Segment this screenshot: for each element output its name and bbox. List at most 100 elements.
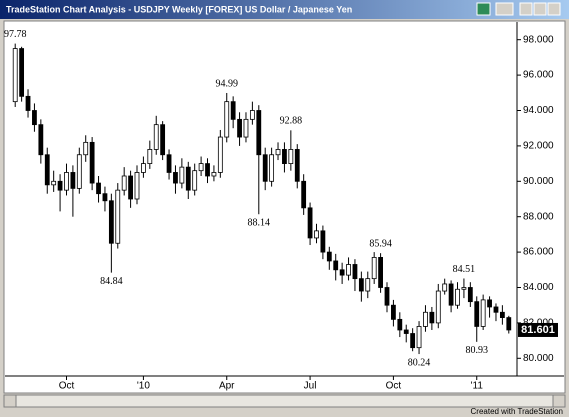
candle-body — [224, 101, 230, 138]
candle-body — [25, 95, 31, 111]
candle-body — [115, 189, 121, 244]
candle-body — [12, 48, 18, 103]
candle-body — [108, 200, 114, 244]
candle-body — [76, 154, 82, 189]
candle-body — [153, 124, 159, 150]
candle-body — [121, 175, 127, 191]
candle-body — [288, 149, 294, 165]
candle-body — [429, 311, 435, 324]
status-button[interactable] — [476, 2, 491, 16]
x-tick-label: Jul — [304, 381, 317, 392]
annotation: 94.99 — [215, 78, 238, 89]
y-tick-label: 86.000 — [523, 247, 554, 258]
candle-body — [301, 180, 307, 209]
candle-body — [448, 283, 454, 306]
candle-body — [352, 264, 358, 280]
candle-body — [160, 124, 166, 156]
y-tick-label: 98.000 — [523, 34, 554, 45]
candle-body — [96, 182, 101, 195]
candle-body — [371, 257, 377, 280]
candle-body — [499, 311, 505, 318]
annotation: 84.84 — [100, 276, 123, 287]
candle-body — [346, 264, 351, 276]
candle-body — [506, 317, 512, 331]
candle-body — [249, 110, 255, 120]
candle-body — [474, 301, 480, 327]
candle-body — [326, 251, 332, 262]
annotation: 80.24 — [408, 357, 431, 368]
candle-body — [397, 318, 403, 331]
candle-body — [128, 175, 133, 200]
annotation: 97.78 — [4, 29, 27, 40]
scroll-right[interactable] — [552, 394, 566, 408]
candle-body — [461, 287, 467, 290]
candle-body — [339, 269, 345, 276]
candle-body — [173, 172, 178, 184]
candle-body — [211, 172, 217, 177]
candle-body — [275, 149, 281, 156]
candle-body — [19, 48, 25, 97]
candle-body — [102, 193, 108, 202]
scrollbar[interactable] — [3, 394, 566, 408]
candle-body — [237, 118, 242, 138]
candle-body — [269, 154, 275, 182]
scroll-left[interactable] — [3, 394, 17, 408]
candle-body — [333, 260, 339, 271]
y-tick-label: 96.000 — [523, 70, 554, 81]
candle-body — [51, 180, 57, 186]
candle-body — [38, 124, 44, 156]
y-tick-label: 92.000 — [523, 141, 554, 152]
candle-body — [179, 166, 185, 184]
candle-body — [32, 110, 37, 126]
candle-body — [262, 154, 268, 182]
candle-body — [256, 110, 262, 156]
candle-body — [435, 290, 441, 324]
annotation: 84.51 — [453, 264, 476, 275]
x-tick-label: Oct — [386, 381, 402, 392]
candle-body — [141, 163, 146, 173]
candle-body — [384, 287, 390, 306]
candle-body — [243, 118, 249, 138]
candle-body — [294, 149, 300, 182]
candle-body — [230, 101, 236, 120]
annotation: 88.14 — [248, 218, 271, 229]
candle-body — [455, 288, 460, 306]
chart-area — [3, 20, 566, 394]
candle-body — [410, 333, 416, 349]
candle-body — [403, 329, 409, 334]
last-price: 81.601 — [521, 324, 555, 336]
candle-body — [358, 278, 364, 292]
candle-body — [442, 283, 448, 292]
candle-body — [320, 230, 326, 253]
candle-body — [192, 170, 198, 191]
candle-body — [217, 136, 223, 173]
candle-body — [391, 304, 396, 320]
candle-body — [198, 163, 204, 172]
candle-body — [487, 299, 492, 308]
candle-body — [467, 287, 473, 303]
y-tick-label: 90.000 — [523, 176, 554, 187]
candle-body — [282, 149, 287, 165]
candle-body — [57, 180, 63, 191]
candle-body — [64, 172, 69, 191]
close-button[interactable] — [547, 2, 561, 16]
x-tick-label: Oct — [59, 381, 75, 392]
minimize-button[interactable] — [519, 2, 533, 16]
annotation: 80.93 — [465, 345, 488, 356]
candle-body — [365, 278, 371, 292]
menu-button[interactable] — [495, 2, 514, 16]
x-tick-label: '11 — [471, 381, 484, 392]
candle-body — [70, 172, 76, 189]
x-tick-label: Apr — [219, 381, 235, 392]
x-tick-label: '10 — [137, 381, 150, 392]
candle-body — [89, 141, 95, 184]
candle-body — [185, 166, 191, 191]
maximize-button[interactable] — [533, 2, 547, 16]
window-title: TradeStation Chart Analysis - USDJPY Wee… — [6, 4, 352, 14]
candle-body — [44, 154, 50, 186]
candle-body — [83, 141, 89, 156]
candle-body — [480, 299, 486, 327]
annotation: 85.94 — [369, 238, 392, 249]
y-tick-label: 94.000 — [523, 105, 554, 116]
